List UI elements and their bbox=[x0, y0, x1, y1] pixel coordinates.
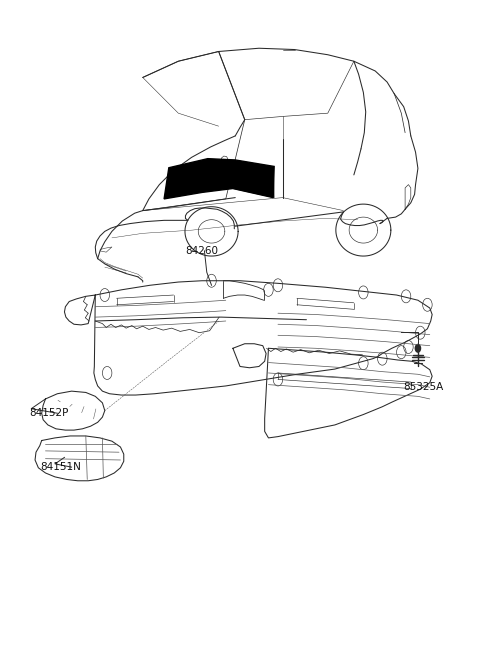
Text: 85325A: 85325A bbox=[404, 383, 444, 392]
Text: 84260: 84260 bbox=[185, 246, 218, 256]
Text: 84152P: 84152P bbox=[29, 408, 68, 419]
Polygon shape bbox=[164, 159, 274, 199]
Text: 84151N: 84151N bbox=[41, 462, 82, 472]
Circle shape bbox=[415, 344, 421, 353]
